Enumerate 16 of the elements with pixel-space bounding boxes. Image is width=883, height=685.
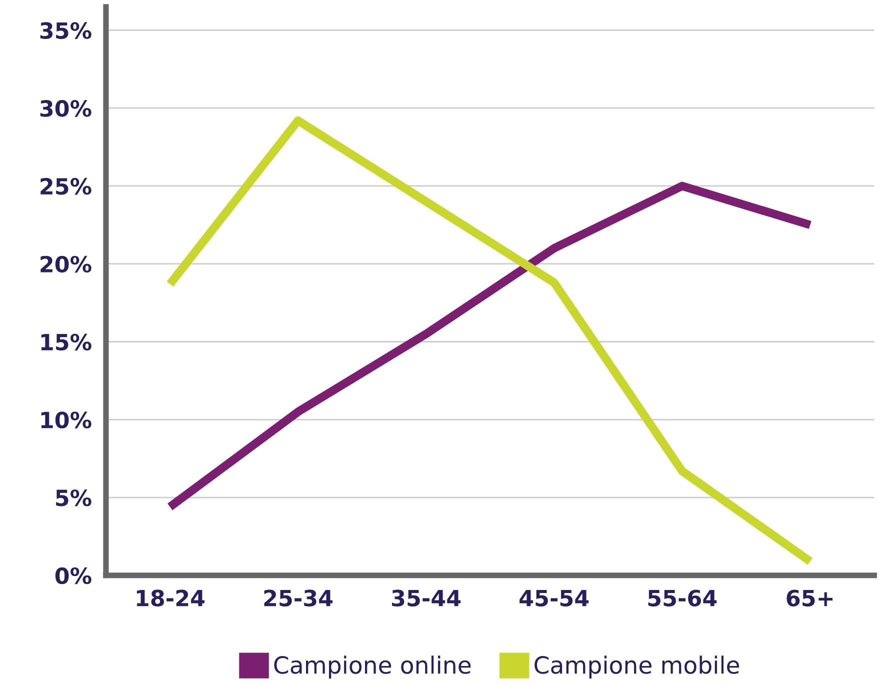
y-tick-label: 5%: [56, 489, 92, 506]
x-tick-label: 25-34: [264, 590, 333, 606]
y-tick-label: 20%: [40, 256, 92, 273]
y-tick-label: 25%: [40, 178, 92, 195]
x-tick-label: 65+: [786, 590, 833, 606]
y-tick-label: 30%: [40, 100, 92, 117]
x-tick-label: 35-44: [392, 590, 461, 606]
y-tick-label: 0%: [55, 567, 92, 584]
legend-label: Campione online: [274, 656, 471, 678]
y-tick-label: 15%: [41, 334, 92, 351]
x-tick-label: 55-64: [648, 590, 717, 606]
legend-label: Campione mobile: [534, 656, 740, 678]
y-tick-label: 10%: [41, 412, 92, 428]
x-tick-label: 45-54: [520, 590, 589, 606]
x-tick-label: 18-24: [136, 590, 204, 606]
y-tick-label: 35%: [40, 22, 92, 39]
